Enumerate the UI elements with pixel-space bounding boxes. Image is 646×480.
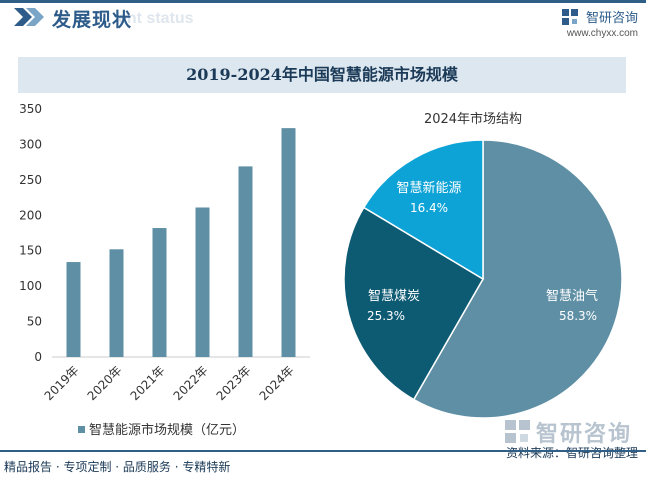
- footer-line: [0, 450, 646, 452]
- pie-slice-2: [362, 139, 484, 281]
- bar-2021年: [152, 228, 167, 357]
- y-tick-label-2: 100: [19, 279, 42, 293]
- legend-swatch: [78, 426, 85, 433]
- y-tick-label-5: 250: [19, 173, 42, 187]
- chevron-double-icon: [14, 8, 44, 26]
- x-tick-label-4: 2023年: [214, 363, 254, 403]
- pie-slice-1: [343, 206, 485, 401]
- bar-2019年: [66, 262, 81, 357]
- pie-label-1: 智慧煤炭: [368, 288, 420, 304]
- bar-2022年: [195, 207, 210, 357]
- pie-label-2: 智慧新能源: [396, 180, 461, 196]
- bar-2020年: [109, 249, 124, 357]
- bar-2023年: [238, 166, 253, 357]
- pie-value-1: 25.3%: [367, 309, 405, 323]
- y-tick-label-0: 0: [34, 350, 42, 364]
- header-bar: [0, 0, 646, 3]
- legend-label: 智慧能源市场规模（亿元）: [89, 422, 245, 438]
- pie-value-2: 16.4%: [410, 201, 448, 215]
- source-note: 资料来源：智研咨询整理: [505, 446, 638, 460]
- y-tick-label-3: 150: [19, 244, 42, 258]
- chart-title: 2019-2024年中国智慧能源市场规模: [186, 65, 458, 84]
- pie-value-0: 58.3%: [559, 309, 597, 323]
- section-subtitle: ent status: [118, 10, 194, 27]
- x-tick-label-5: 2024年: [257, 363, 297, 403]
- section-title: 发展现状: [52, 9, 133, 31]
- pie-label-0: 智慧油气: [546, 288, 598, 304]
- footer-tagline: 精品报告 · 专项定制 · 品质服务 · 专精特新: [4, 460, 231, 474]
- watermark-name: 智研咨询: [535, 422, 632, 447]
- chart-banner: 2019-2024年中国智慧能源市场规模: [18, 57, 626, 93]
- watermark-logo: 智研咨询: [504, 416, 632, 448]
- pie-slice-0: [412, 139, 623, 419]
- watermark-logo-icon: [504, 420, 530, 443]
- x-tick-label-2: 2021年: [128, 363, 168, 403]
- x-tick-label-0: 2019年: [42, 363, 82, 403]
- x-tick-label-1: 2020年: [85, 363, 125, 403]
- brand-name: 智研咨询: [585, 11, 638, 26]
- y-tick-label-4: 200: [19, 208, 42, 222]
- brand-logo-icon: [561, 8, 578, 25]
- brand: 智研咨询 www.chyxx.com: [561, 6, 638, 39]
- pie-title: 2024年市场结构: [424, 111, 522, 127]
- y-tick-label-6: 300: [19, 137, 42, 151]
- y-tick-label-1: 50: [27, 315, 42, 329]
- header: ent status 发展现状 智研咨询 www.chyxx.com: [0, 0, 646, 39]
- bar-2024年: [281, 128, 296, 357]
- brand-url: www.chyxx.com: [566, 28, 638, 39]
- y-tick-label-7: 350: [19, 102, 42, 116]
- x-tick-label-3: 2022年: [171, 363, 211, 403]
